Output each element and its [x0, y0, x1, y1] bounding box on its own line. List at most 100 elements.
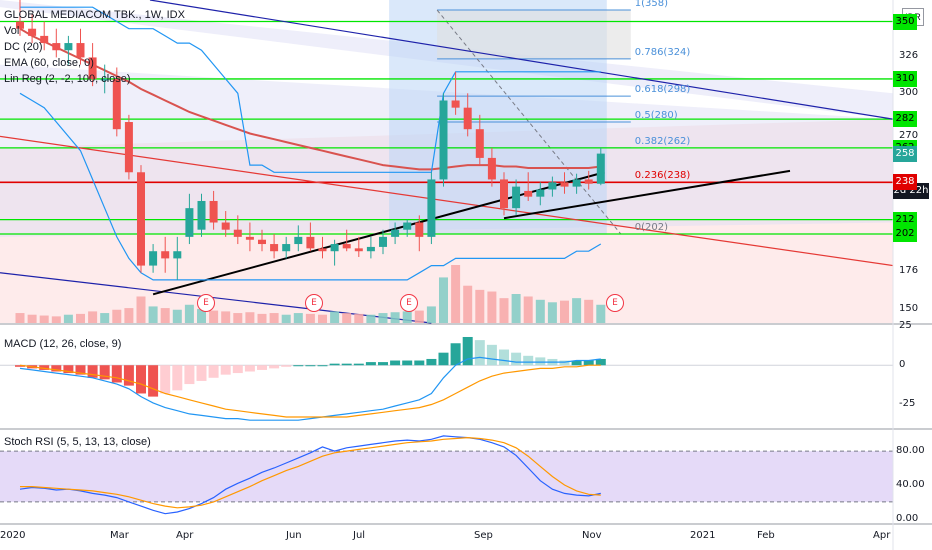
candle-body: [185, 208, 194, 237]
candle-body: [16, 21, 24, 29]
volume-bar: [88, 311, 98, 323]
regression-upper-line: [149, 0, 894, 120]
macd-histogram-bar: [414, 360, 425, 366]
candle-body: [258, 239, 266, 245]
macd-histogram-bar: [51, 365, 62, 372]
donchian-upper-line: [20, 6, 601, 173]
macd-histogram-bar: [583, 360, 594, 366]
volume-bar: [27, 314, 37, 323]
candle-body: [548, 182, 557, 190]
support-trendline-b: [503, 169, 791, 220]
macd-histogram-bar: [63, 365, 74, 374]
candle-body: [233, 229, 242, 237]
volume-bar: [112, 309, 122, 323]
macd-histogram-bar: [462, 336, 473, 366]
macd-histogram-bar: [571, 360, 582, 366]
volume-bar: [281, 314, 291, 323]
volume-bar: [257, 313, 267, 323]
stoch-k-line: [19, 435, 601, 515]
candle-body: [463, 107, 472, 130]
macd-histogram-bar: [329, 363, 340, 366]
macd-histogram-bar: [450, 343, 461, 366]
macd-histogram-bar: [75, 365, 86, 375]
macd-histogram-bar: [511, 352, 522, 366]
macd-histogram-bar: [39, 365, 50, 370]
volume-bar: [535, 299, 545, 323]
volume-bar: [269, 313, 279, 323]
candle-body: [221, 222, 230, 230]
candle-body: [524, 190, 533, 197]
macd-histogram-bar: [486, 344, 497, 366]
macd-histogram-bar: [269, 365, 280, 369]
volume-bar: [124, 308, 134, 323]
macd-histogram-bar: [172, 365, 183, 391]
volume-bar: [305, 313, 315, 323]
volume-bar: [439, 277, 448, 323]
candle-body: [28, 28, 37, 36]
volume-bar: [463, 285, 473, 323]
candle-body: [100, 78, 109, 81]
candle-body: [415, 222, 424, 237]
volume-bar: [354, 313, 364, 323]
macd-histogram-bar: [474, 340, 485, 366]
volume-bar: [63, 314, 73, 323]
candle-body: [500, 179, 508, 209]
volume-bar: [547, 302, 557, 323]
candle-body: [572, 179, 581, 187]
donchian-lower-line: [19, 92, 602, 281]
volume-bar: [560, 300, 569, 323]
candle-body: [149, 251, 158, 266]
stoch-rsi-layer: [0, 435, 893, 515]
candle-body: [88, 57, 97, 79]
macd-histogram-bar: [136, 365, 146, 394]
stoch-d-line: [20, 436, 601, 509]
volume-bar: [596, 304, 606, 323]
macd-histogram-bar: [438, 352, 449, 366]
candle-body: [209, 200, 218, 223]
macd-histogram-bar: [244, 365, 255, 372]
candle-body: [124, 122, 133, 173]
macd-histogram-bar: [365, 362, 376, 366]
volume-bar: [451, 265, 461, 323]
volume-bar: [221, 311, 231, 323]
volume-bar: [197, 308, 206, 323]
volume-bar: [51, 316, 61, 323]
candle-body: [475, 129, 484, 158]
volume-bar: [572, 298, 582, 323]
volume-bar: [245, 312, 255, 323]
candles-layer: [16, 0, 605, 280]
fibonacci-layer: [389, 0, 631, 235]
volume-bar: [414, 310, 424, 323]
macd-histogram-bar: [196, 365, 207, 381]
candle-body: [294, 236, 303, 245]
macd-histogram-bar: [99, 365, 110, 380]
volume-bar: [584, 299, 594, 323]
macd-histogram-bar: [293, 365, 304, 367]
regression-mid-line: [0, 135, 894, 267]
macd-histogram-bar: [402, 360, 413, 366]
volume-bar: [475, 289, 485, 323]
macd-signal-line: [19, 364, 601, 418]
candle-body: [52, 43, 61, 51]
candle-body: [379, 236, 387, 247]
volume-bar: [76, 313, 85, 323]
volume-bar: [523, 296, 533, 323]
macd-histogram-bar: [378, 362, 388, 366]
candle-body: [137, 172, 145, 266]
macd-histogram-bar: [111, 365, 122, 383]
candle-body: [451, 100, 460, 108]
macd-histogram-bar: [426, 358, 437, 366]
volume-bar: [293, 313, 303, 323]
volume-bar: [160, 308, 170, 323]
candle-body: [354, 248, 363, 252]
candle-body: [342, 244, 351, 249]
macd-layer: [0, 336, 893, 421]
macd-histogram-bar: [559, 360, 570, 366]
candle-body: [536, 189, 545, 197]
volume-bar: [487, 291, 497, 323]
macd-histogram-bar: [148, 365, 159, 397]
volume-bar: [330, 311, 340, 323]
candle-body: [161, 251, 170, 259]
candle-body: [282, 244, 291, 252]
